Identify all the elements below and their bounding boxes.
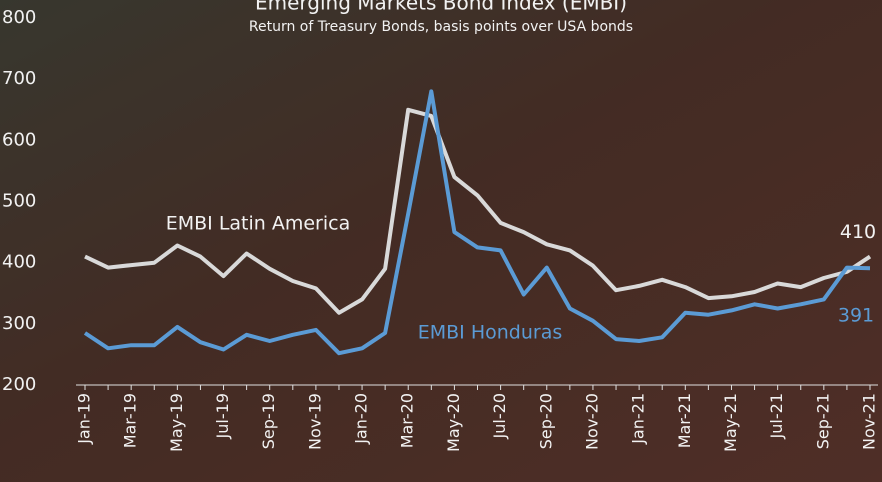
y-tick-label: 800: [2, 7, 36, 28]
data-label: 391: [838, 305, 874, 327]
y-tick-label: 600: [2, 129, 36, 150]
chart-title: Emerging Markets Bond Index (EMBI): [255, 0, 627, 15]
y-tick-label: 700: [2, 68, 36, 89]
x-tick-label: May-21: [721, 393, 740, 452]
x-tick-label: Mar-20: [398, 393, 417, 448]
x-tick-label: Jan-20: [352, 393, 371, 445]
x-tick-label: May-19: [167, 393, 186, 452]
x-tick-label: Jul-19: [213, 393, 232, 439]
x-tick-label: Sep-21: [813, 393, 832, 449]
series-label: EMBI Latin America: [166, 213, 351, 235]
x-tick-label: Jul-20: [490, 393, 509, 439]
x-tick-label: Nov-21: [860, 393, 879, 450]
y-tick-label: 300: [2, 313, 36, 334]
x-tick-label: Sep-20: [536, 393, 555, 449]
y-tick-label: 400: [2, 252, 36, 273]
y-tick-label: 200: [2, 374, 36, 395]
line: [84, 107, 872, 315]
x-tick-label: Jan-19: [75, 393, 94, 445]
data-label: 410: [840, 221, 876, 243]
x-tick-label: Mar-19: [121, 393, 140, 448]
x-tick-label: Mar-21: [675, 393, 694, 448]
x-tick-label: Jan-21: [629, 393, 648, 445]
x-tick-label: May-20: [444, 393, 463, 452]
chart-subtitle: Return of Treasury Bonds, basis points o…: [249, 19, 633, 35]
x-tick-label: Nov-20: [582, 393, 601, 450]
x-tick-label: Sep-19: [259, 393, 278, 449]
x-tick-label: Jul-21: [767, 393, 786, 439]
y-tick-label: 500: [2, 191, 36, 212]
series-label: EMBI Honduras: [418, 322, 563, 344]
x-tick-label: Nov-19: [305, 393, 324, 450]
line: [83, 89, 871, 356]
